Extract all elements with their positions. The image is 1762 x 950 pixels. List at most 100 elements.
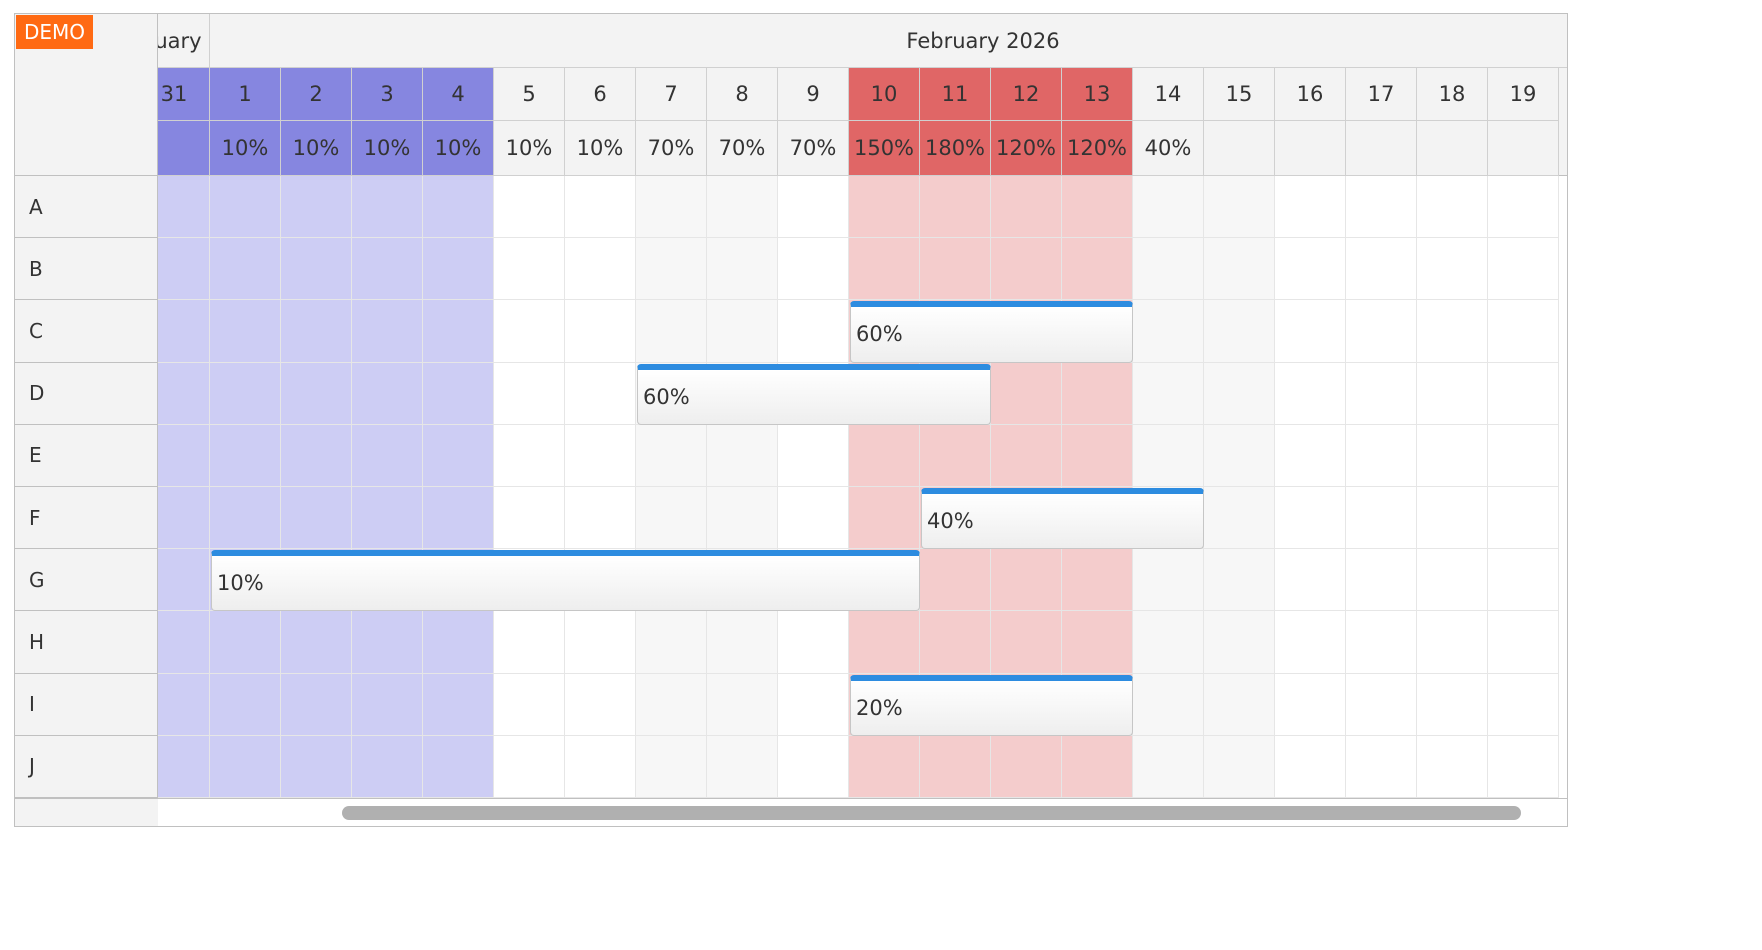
grid-cell	[636, 611, 707, 674]
row-label: A	[15, 176, 158, 239]
grid-cell	[636, 238, 707, 301]
day-header: 17	[1346, 68, 1417, 121]
grid-cell	[707, 487, 778, 550]
grid-cell	[920, 735, 991, 798]
grid-cell	[1488, 300, 1559, 363]
grid-cell	[281, 487, 352, 550]
grid-cell	[494, 238, 565, 301]
grid-cell	[991, 549, 1062, 612]
grid-cell	[1062, 611, 1133, 674]
day-load: 70%	[778, 121, 849, 176]
event[interactable]: 60%	[850, 301, 1133, 363]
day-header: 6	[565, 68, 636, 121]
day-load: 10%	[423, 121, 494, 176]
grid-cell	[210, 487, 281, 550]
row-label: B	[15, 238, 158, 301]
grid-cell	[281, 300, 352, 363]
grid-cell	[636, 424, 707, 487]
grid-cell	[352, 176, 423, 239]
grid-cell	[210, 424, 281, 487]
grid-cell	[1062, 735, 1133, 798]
grid-cell	[1204, 424, 1275, 487]
grid-cell	[494, 673, 565, 736]
grid-cell	[707, 424, 778, 487]
grid-cell	[1346, 300, 1417, 363]
grid-cell	[1346, 735, 1417, 798]
grid-cell	[1488, 735, 1559, 798]
grid-cell	[849, 176, 920, 239]
grid-cell	[565, 611, 636, 674]
scrollbar[interactable]	[342, 806, 1521, 820]
day-load: 120%	[991, 121, 1062, 176]
grid-cell	[707, 300, 778, 363]
day-header: 8	[707, 68, 778, 121]
grid-cell	[210, 673, 281, 736]
grid-cell	[1488, 487, 1559, 550]
event[interactable]: 20%	[850, 674, 1133, 736]
grid-cell	[158, 424, 210, 487]
grid-cell	[158, 549, 210, 612]
grid-cell	[423, 300, 494, 363]
day-header: 4	[423, 68, 494, 121]
grid-cell	[158, 300, 210, 363]
day-load: 40%	[1133, 121, 1204, 176]
grid-cell	[778, 238, 849, 301]
grid-cell	[494, 487, 565, 550]
grid-cell	[1346, 424, 1417, 487]
event[interactable]: 10%	[211, 550, 920, 612]
grid-cell	[281, 673, 352, 736]
grid-cell	[778, 424, 849, 487]
grid-cell	[1133, 176, 1204, 239]
day-header: 18	[1417, 68, 1488, 121]
event[interactable]: 40%	[921, 488, 1204, 550]
grid-cell	[1488, 611, 1559, 674]
grid-cell	[991, 611, 1062, 674]
grid-cell	[1275, 611, 1346, 674]
grid-cell	[1417, 673, 1488, 736]
day-load: 10%	[210, 121, 281, 176]
grid-cell	[636, 300, 707, 363]
row-label: C	[15, 300, 158, 363]
grid-cell	[210, 300, 281, 363]
row-label: J	[15, 735, 158, 798]
event[interactable]: 60%	[637, 363, 991, 425]
grid-cell	[565, 238, 636, 301]
grid-cell	[494, 362, 565, 425]
grid-cell	[1204, 176, 1275, 239]
day-load	[1275, 121, 1346, 176]
grid-cell	[849, 238, 920, 301]
grid-cell	[1417, 238, 1488, 301]
grid-cell	[920, 238, 991, 301]
grid-cell	[778, 487, 849, 550]
grid-cell	[494, 424, 565, 487]
day-header: 9	[778, 68, 849, 121]
divider	[15, 798, 158, 799]
grid-cell	[920, 611, 991, 674]
day-load: 10%	[565, 121, 636, 176]
day-load: 70%	[707, 121, 778, 176]
grid-cell	[1488, 362, 1559, 425]
corner	[15, 14, 158, 176]
grid-cell	[565, 487, 636, 550]
demo-badge: DEMO	[16, 15, 93, 49]
grid-cell	[565, 176, 636, 239]
day-header: 13	[1062, 68, 1133, 121]
grid-cell	[1133, 424, 1204, 487]
grid-cell	[920, 549, 991, 612]
grid-cell	[158, 611, 210, 674]
grid-cell	[1417, 176, 1488, 239]
grid-cell	[991, 238, 1062, 301]
grid-cell	[494, 735, 565, 798]
grid-cell	[352, 362, 423, 425]
grid-cell	[1133, 673, 1204, 736]
grid-cell	[636, 735, 707, 798]
grid-cell	[210, 611, 281, 674]
grid-cell	[1062, 176, 1133, 239]
day-header: 7	[636, 68, 707, 121]
grid-cell	[565, 362, 636, 425]
day-header: 19	[1488, 68, 1559, 121]
grid-cell	[281, 176, 352, 239]
grid-cell	[1204, 735, 1275, 798]
